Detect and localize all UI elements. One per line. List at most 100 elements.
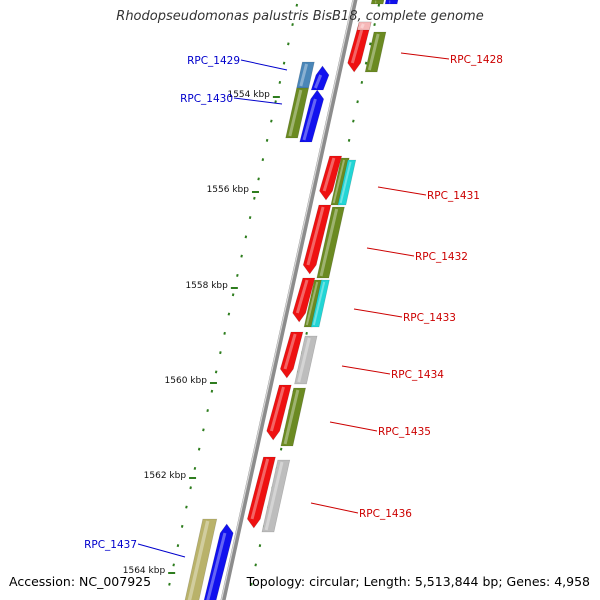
scale-label: 1560 kbp bbox=[165, 376, 208, 386]
gene-block-olive-shine bbox=[332, 159, 346, 204]
leader-line bbox=[366, 247, 415, 257]
gene-label-rpc-1430: RPC_1430 bbox=[180, 93, 233, 105]
ring-dot bbox=[270, 119, 273, 123]
gene-block-blue bbox=[203, 523, 234, 600]
ring-dot bbox=[258, 544, 262, 548]
ring-dot bbox=[265, 138, 269, 142]
gene-block-cyan-shine bbox=[312, 281, 326, 326]
gene-block-red-shine bbox=[306, 206, 325, 266]
gene-block-red bbox=[247, 456, 276, 529]
ring-dot bbox=[352, 119, 355, 123]
gene-block-rpc-1431 bbox=[319, 155, 343, 201]
gene-features bbox=[184, 0, 399, 600]
ring-dot bbox=[347, 138, 351, 142]
backbone-highlight bbox=[220, 0, 354, 600]
ring-dot bbox=[287, 42, 290, 46]
ring-dot bbox=[282, 61, 286, 65]
leader-line bbox=[377, 186, 427, 196]
leader-line bbox=[353, 308, 403, 318]
scale-label: 1562 kbp bbox=[144, 471, 187, 481]
ring-dot bbox=[206, 409, 209, 413]
ring-dot bbox=[240, 254, 243, 258]
ring-dot bbox=[168, 582, 171, 586]
gene-block-rpc-1432 bbox=[316, 206, 345, 279]
ring-dot bbox=[231, 293, 235, 297]
label-leader-lines bbox=[137, 52, 450, 558]
accession-text: Accession: NC_007925 bbox=[9, 574, 152, 589]
ring-dot bbox=[373, 23, 376, 27]
ring-dot bbox=[305, 331, 308, 335]
gene-block-red-shine bbox=[295, 279, 309, 314]
leader-line bbox=[233, 97, 283, 105]
gene-block-pink-shine bbox=[360, 23, 365, 29]
gene-label-rpc-1433: RPC_1433 bbox=[403, 312, 456, 324]
ring-dot bbox=[202, 428, 205, 432]
gene-block-rpc-1434-shine bbox=[297, 337, 311, 383]
ring-dot bbox=[227, 312, 231, 316]
ring-dot bbox=[360, 80, 364, 84]
gene-block-rpc-1428-shine bbox=[350, 23, 365, 64]
gene-block-rpc-1432-shine bbox=[319, 208, 339, 277]
gene-block-rpc-1436 bbox=[261, 459, 291, 533]
gene-block-red-shine bbox=[250, 458, 270, 520]
gene-block-red-shine bbox=[283, 333, 297, 370]
gene-block-rpc-1437-shine bbox=[187, 520, 210, 600]
gene-label-rpc-1428: RPC_1428 bbox=[450, 54, 503, 66]
ring-dot bbox=[261, 158, 265, 162]
ring-dot bbox=[356, 100, 359, 104]
gene-block-olive bbox=[370, 0, 385, 5]
gene-block-cyan bbox=[310, 279, 330, 328]
gene-label-rpc-1435: RPC_1435 bbox=[378, 426, 431, 438]
ring-dot bbox=[185, 505, 188, 509]
ring-dot bbox=[172, 563, 175, 567]
gene-block-rpc-1434 bbox=[294, 335, 318, 385]
ring-dot bbox=[223, 331, 226, 335]
ring-dot bbox=[248, 216, 252, 220]
leader-line bbox=[310, 502, 359, 514]
ring-dot bbox=[279, 447, 283, 451]
gene-block-rpc-1430 bbox=[299, 89, 325, 143]
leader-line bbox=[341, 365, 391, 375]
gene-block-pink bbox=[357, 21, 372, 31]
gene-block-red bbox=[302, 204, 332, 275]
gene-block-olive-shine bbox=[367, 33, 380, 71]
gene-block-rpc-1436-shine bbox=[264, 461, 284, 531]
gene-block-cyan-shine bbox=[339, 161, 352, 204]
ring-dot bbox=[210, 389, 214, 393]
gene-label-rpc-1429: RPC_1429 bbox=[187, 55, 240, 67]
topology-summary: Topology: circular; Length: 5,513,844 bp… bbox=[246, 574, 590, 589]
leader-line bbox=[240, 59, 288, 71]
gene-labels: RPC_1428 RPC_1429 RPC_1430 RPC_1431 RPC_1432… bbox=[84, 54, 503, 551]
scale-labels: 1554 kbp 1556 kbp 1558 kbp 1560 kbp 1562 kbp… bbox=[123, 90, 280, 576]
gene-block-rpc-1430-shine bbox=[302, 98, 317, 141]
gene-block-rpc-1435 bbox=[280, 387, 307, 447]
gene-block-rpc-1435-shine bbox=[283, 389, 300, 445]
gene-block-olive-shine bbox=[288, 89, 303, 137]
scale-label: 1558 kbp bbox=[185, 281, 228, 291]
ring-dot bbox=[364, 61, 368, 65]
ring-dot bbox=[369, 42, 372, 46]
ring-dot bbox=[254, 563, 257, 567]
gene-block-blue bbox=[384, 0, 399, 5]
gene-label-rpc-1431: RPC_1431 bbox=[427, 190, 480, 202]
gene-block-blue-shine bbox=[206, 532, 227, 600]
ring-dot bbox=[257, 177, 260, 181]
ring-dot bbox=[244, 235, 248, 239]
gene-block-rpc-1429-shine bbox=[299, 63, 309, 87]
gene-block-red bbox=[292, 277, 316, 323]
ring-dot bbox=[197, 447, 201, 451]
gene-block-olive bbox=[285, 87, 310, 139]
ring-dot bbox=[193, 466, 197, 470]
gene-label-rpc-1434: RPC_1434 bbox=[391, 369, 444, 381]
scale-label: 1554 kbp bbox=[227, 90, 270, 100]
scale-label: 1556 kbp bbox=[207, 185, 250, 195]
gene-label-rpc-1437: RPC_1437 bbox=[84, 539, 137, 551]
gene-block-olive bbox=[364, 31, 387, 73]
scale-label: 1564 kbp bbox=[123, 566, 166, 576]
gene-label-rpc-1436: RPC_1436 bbox=[359, 508, 412, 520]
gene-block-red-shine bbox=[269, 386, 285, 432]
gene-block-cyan bbox=[337, 159, 357, 206]
gene-label-rpc-1432: RPC_1432 bbox=[415, 251, 468, 263]
gene-block-rpc-1437 bbox=[184, 518, 218, 600]
